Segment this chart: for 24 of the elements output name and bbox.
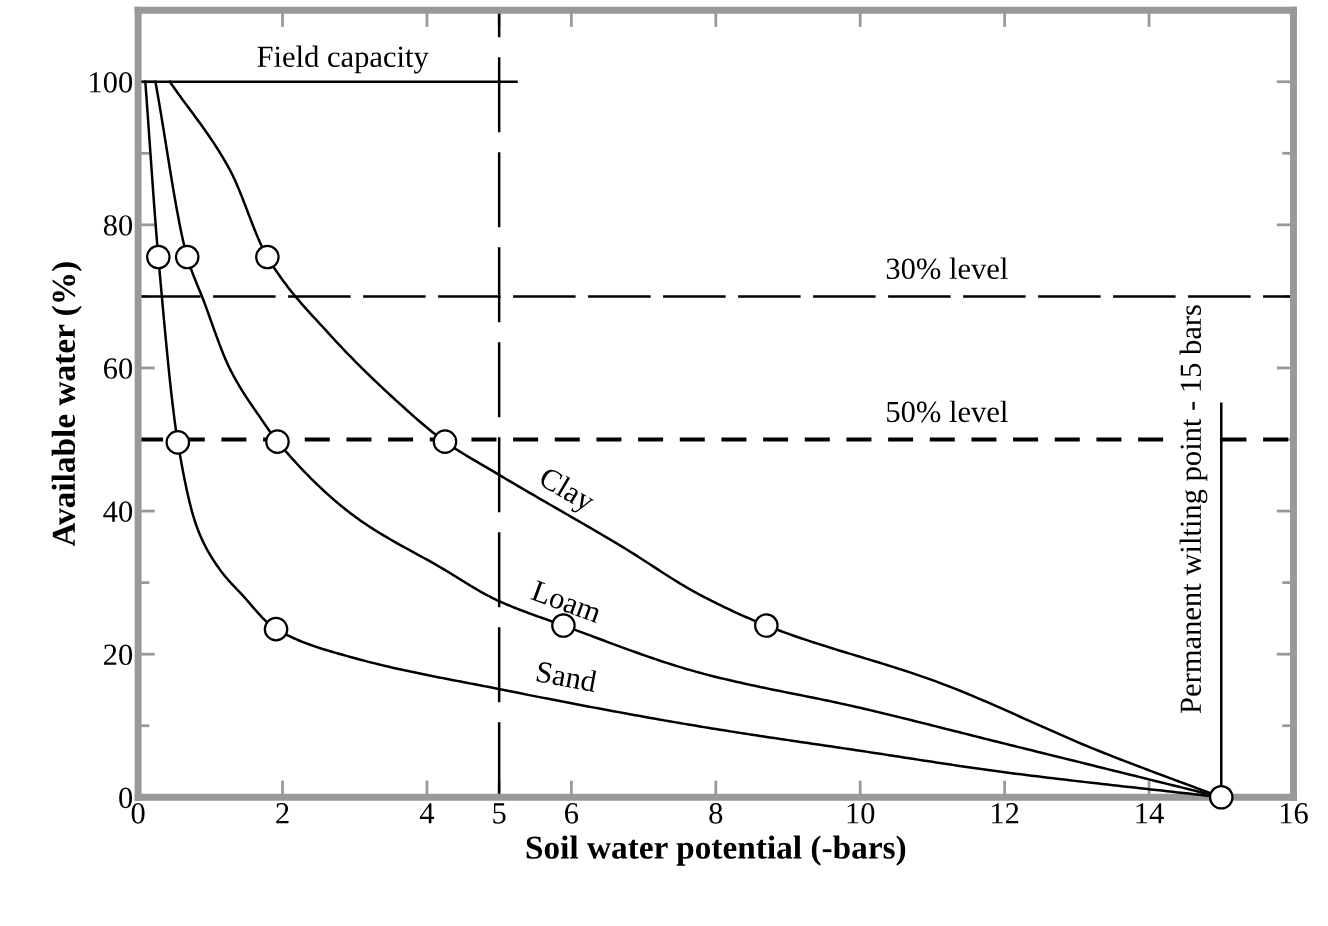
y-tick-label: 100: [90, 72, 133, 93]
x-tick-label: 14: [1136, 803, 1164, 824]
y-tick-label: 80: [103, 215, 133, 236]
ref-line-label: Permanent wilting point - 15 bars: [1179, 305, 1208, 714]
x-axis-title: Soil water potential (-bars): [526, 835, 906, 866]
ref-line-label: Field capacity: [257, 45, 429, 74]
ref-line-label: 50% level: [887, 400, 1008, 423]
y-tick-label: 40: [103, 501, 133, 522]
x-tick-label: 12: [992, 803, 1019, 824]
y-tick-label: 0: [119, 787, 133, 809]
text: Sand: [536, 660, 598, 693]
x-tick-label: 6: [565, 803, 579, 824]
text: Loam: [530, 580, 603, 624]
y-tick-label: 60: [104, 358, 133, 379]
x-tick-label: 8: [709, 803, 723, 824]
x-tick-label: 16: [1280, 803, 1308, 824]
text: Clay: [534, 465, 598, 518]
x-tick-label: 10: [847, 803, 875, 824]
y-tick-label: 20: [104, 644, 133, 666]
y-axis-title: Available water (%): [51, 262, 82, 547]
ref-line-label: 30% level: [886, 257, 1008, 280]
x-tick-label: 2: [276, 803, 289, 824]
x-tick-label: 5: [493, 803, 506, 824]
x-tick-label: 4: [419, 803, 435, 824]
